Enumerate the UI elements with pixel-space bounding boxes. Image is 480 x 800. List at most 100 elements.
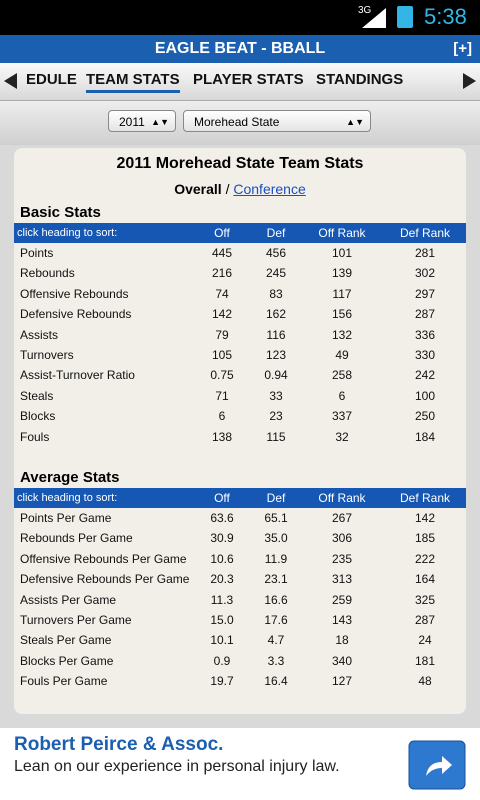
stat-value: 11.3 <box>210 592 234 607</box>
tab[interactable]: STANDINGS <box>316 71 404 88</box>
stat-name: Defensive Rebounds <box>20 307 132 322</box>
stat-value: 340 <box>331 653 353 668</box>
stat-value: 281 <box>414 246 436 260</box>
spinner-icon: ▲▼ <box>151 117 169 127</box>
stat-value: 142 <box>211 307 233 322</box>
stat-value: 330 <box>414 348 436 362</box>
tab[interactable]: PLAYER STATS <box>193 71 304 88</box>
battery-icon <box>397 6 413 28</box>
header-cell[interactable]: Def Rank <box>399 226 451 240</box>
header-cell[interactable]: Def Rank <box>399 491 451 505</box>
app-bar: EAGLE BEAT - BBALL [+] <box>0 35 480 63</box>
stat-value: 11.9 <box>264 551 288 566</box>
stat-value: 101 <box>331 246 353 260</box>
ad-arrow-button[interactable] <box>408 740 466 790</box>
stat-value: 10.6 <box>210 551 234 566</box>
stat-name: Points Per Game <box>20 511 112 525</box>
stat-value: 245 <box>265 266 287 281</box>
stat-value: 18 <box>335 633 349 648</box>
year-value: 2011 <box>119 115 145 129</box>
stat-name: Blocks <box>20 409 56 424</box>
stat-name: Fouls Per Game <box>20 674 108 689</box>
stat-value: 16.6 <box>264 592 288 607</box>
header-cell[interactable]: Off <box>214 226 230 240</box>
stat-value: 15.0 <box>210 613 234 627</box>
stat-value: 116 <box>266 327 286 342</box>
stat-name: Steals <box>20 388 54 403</box>
stat-value: 30.9 <box>210 531 234 546</box>
header-cell[interactable]: Def <box>266 491 286 505</box>
stat-name: Assists Per Game <box>20 592 117 607</box>
stats-card: 2011 Morehead State Team Stats Overall /… <box>14 148 466 714</box>
header-cell: click heading to sort: <box>17 227 118 239</box>
status-bar: 3G 5:38 <box>0 0 480 35</box>
stat-value: 0.75 <box>210 368 234 383</box>
stat-value: 287 <box>414 613 436 627</box>
stat-value: 185 <box>414 531 436 546</box>
spinner-icon: ▲▼ <box>346 117 364 127</box>
stat-value: 117 <box>332 286 352 301</box>
stat-name: Rebounds <box>20 266 75 281</box>
stat-value: 100 <box>414 388 436 403</box>
stat-value: 313 <box>331 572 353 587</box>
stat-value: 184 <box>414 429 436 444</box>
stat-name: Points <box>20 246 54 260</box>
section-title: Basic Stats <box>20 204 101 221</box>
stat-value: 336 <box>414 327 436 342</box>
stat-value: 297 <box>414 286 436 301</box>
ad-title: Robert Peirce & Assoc. <box>14 734 224 755</box>
stat-value: 164 <box>414 572 436 587</box>
tab-right-arrow[interactable] <box>461 72 477 90</box>
stat-value: 337 <box>331 409 353 424</box>
stat-value: 17.6 <box>264 613 288 627</box>
stat-value: 181 <box>414 653 436 668</box>
ad-banner[interactable]: Robert Peirce & Assoc. Lean on our exper… <box>0 728 480 800</box>
stat-value: 127 <box>331 674 353 689</box>
stat-value: 20.3 <box>210 572 234 587</box>
stat-value: 19.7 <box>210 674 234 689</box>
stat-name: Offensive Rebounds Per Game <box>20 551 187 566</box>
stat-value: 10.1 <box>210 633 234 648</box>
header-cell[interactable]: Off Rank <box>318 491 366 505</box>
add-button[interactable]: [+] <box>453 40 472 57</box>
stat-name: Fouls <box>20 429 50 444</box>
stat-value: 445 <box>211 246 233 260</box>
header-cell[interactable]: Def <box>266 226 286 240</box>
stat-value: 242 <box>414 368 436 383</box>
stat-value: 156 <box>331 307 353 322</box>
stat-value: 235 <box>331 551 353 566</box>
stat-value: 35.0 <box>264 531 288 546</box>
section-title: Average Stats <box>20 469 120 486</box>
stat-value: 123 <box>265 348 287 362</box>
team-select[interactable]: Morehead State ▲▼ <box>183 110 371 132</box>
app-title: EAGLE BEAT - BBALL <box>154 40 326 57</box>
stat-value: 83 <box>269 286 283 301</box>
filter-bar: 2011 ▲▼ Morehead State ▲▼ <box>0 101 480 145</box>
tab-left-arrow[interactable] <box>3 72 19 90</box>
page-title: 2011 Morehead State Team Stats <box>116 155 364 172</box>
header-cell[interactable]: Off Rank <box>318 226 366 240</box>
tab-active[interactable]: TEAM STATS <box>86 71 180 93</box>
view-link[interactable]: Conference <box>233 181 306 197</box>
stat-name: Steals Per Game <box>20 633 112 648</box>
stat-value: 32 <box>335 429 349 444</box>
stat-value: 23.1 <box>264 572 288 587</box>
network-type: 3G <box>358 5 372 16</box>
stat-value: 0.94 <box>264 368 288 383</box>
stat-value: 142 <box>414 511 436 525</box>
stat-value: 3.3 <box>267 653 285 668</box>
header-cell[interactable]: Off <box>214 491 230 505</box>
tab-bar: EDULE TEAM STATS PLAYER STATS STANDINGS <box>0 63 480 101</box>
header-cell: click heading to sort: <box>17 492 118 504</box>
stat-value: 71 <box>215 388 229 403</box>
stat-value: 162 <box>265 307 287 322</box>
stat-value: 49 <box>335 348 349 362</box>
stat-value: 325 <box>414 592 436 607</box>
tab[interactable]: EDULE <box>26 71 77 88</box>
stat-value: 24 <box>418 633 432 648</box>
stat-value: 79 <box>215 327 229 342</box>
stat-value: 115 <box>266 429 286 444</box>
stat-name: Offensive Rebounds <box>20 286 129 301</box>
year-select[interactable]: 2011 ▲▼ <box>108 110 176 132</box>
